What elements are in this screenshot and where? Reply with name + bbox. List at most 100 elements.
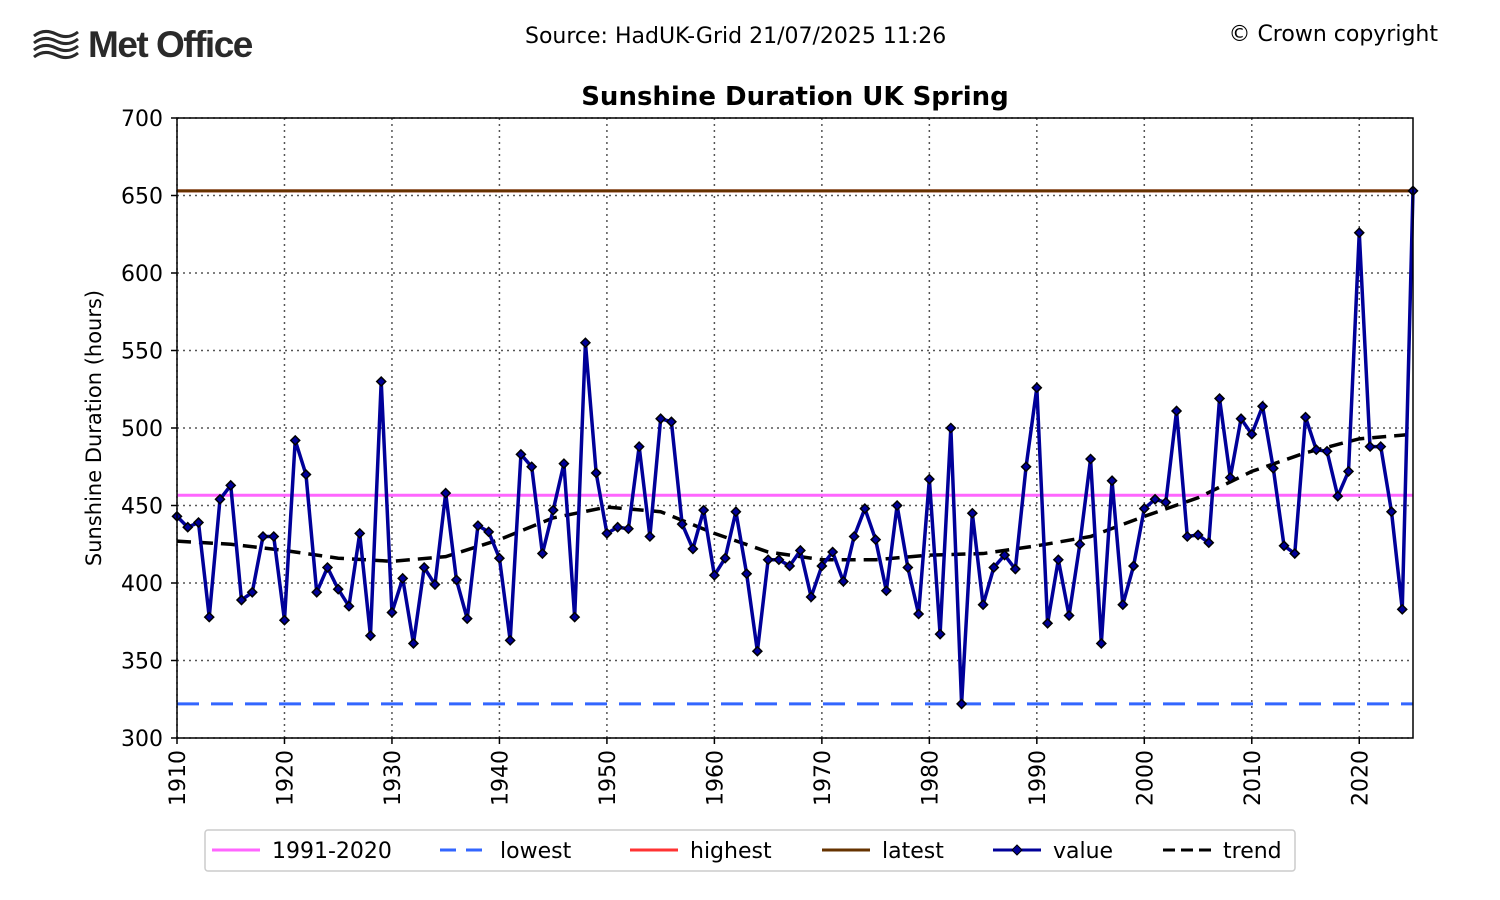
data-point-1967 [784, 560, 796, 572]
data-point-1962 [730, 506, 742, 518]
data-point-1939 [483, 526, 495, 538]
met-office-logo: Met Office [32, 24, 253, 66]
data-point-1970 [816, 560, 828, 572]
data-point-2020 [1353, 227, 1365, 239]
data-point-1924 [321, 561, 334, 574]
y-tick-label: 600 [121, 262, 163, 287]
data-point-1922 [300, 468, 312, 481]
data-point-1916 [235, 594, 248, 606]
data-point-1915 [225, 479, 237, 491]
data-point-1940 [493, 552, 505, 564]
data-point-2014 [1289, 547, 1301, 560]
copyright-text: © Crown copyright [1228, 22, 1438, 47]
y-tick-label: 450 [121, 495, 163, 520]
data-point-2013 [1278, 540, 1290, 552]
legend-label-value: value [1053, 839, 1113, 864]
data-point-2022 [1375, 441, 1387, 453]
data-point-1969 [805, 591, 817, 603]
data-point-1997 [1106, 475, 1118, 487]
chart-title: Sunshine Duration UK Spring [581, 82, 1009, 112]
data-point-2005 [1192, 529, 1204, 541]
data-point-1998 [1117, 599, 1129, 611]
data-point-1973 [848, 530, 860, 543]
data-point-1976 [880, 585, 892, 597]
data-point-2012 [1267, 462, 1279, 474]
data-point-1944 [536, 547, 548, 560]
data-point-1960 [708, 569, 720, 581]
data-point-1928 [364, 630, 377, 642]
data-point-1941 [504, 634, 516, 646]
data-point-1931 [397, 572, 409, 584]
data-point-1911 [182, 521, 194, 533]
y-tick-label: 700 [121, 107, 163, 132]
data-point-1963 [741, 568, 753, 580]
data-point-2003 [1170, 405, 1183, 417]
data-point-1966 [773, 554, 785, 566]
y-tick-label: 650 [121, 185, 163, 210]
data-point-1921 [289, 434, 301, 446]
data-point-2008 [1224, 472, 1236, 484]
legend-label-highest: highest [690, 839, 772, 864]
data-point-1951 [612, 521, 624, 533]
x-tick-label: 2020 [1348, 750, 1373, 806]
x-tick-label: 1920 [273, 750, 298, 806]
legend-box [204, 829, 1296, 872]
data-point-1914 [214, 493, 226, 505]
data-point-1988 [1009, 563, 1021, 575]
data-point-1919 [268, 530, 280, 543]
data-point-1948 [579, 337, 591, 349]
data-point-1987 [999, 549, 1011, 561]
data-point-1979 [913, 608, 925, 620]
trend-line [176, 432, 1414, 564]
data-point-2001 [1149, 493, 1161, 505]
waves-icon [33, 29, 79, 60]
data-point-1965 [762, 554, 774, 566]
x-tick-label: 2010 [1241, 750, 1266, 806]
data-point-1949 [590, 467, 602, 479]
data-point-2023 [1385, 506, 1398, 518]
data-point-1989 [1020, 461, 1032, 473]
x-tick-label: 1910 [166, 750, 191, 806]
data-point-1958 [687, 543, 699, 555]
data-point-1942 [515, 448, 527, 460]
data-point-1935 [440, 487, 452, 499]
data-point-2018 [1332, 490, 1344, 502]
x-tick-label: 1950 [596, 750, 621, 806]
data-point-2010 [1246, 428, 1258, 440]
data-point-1978 [902, 561, 914, 574]
data-point-2006 [1203, 537, 1215, 549]
data-point-1952 [622, 523, 634, 535]
data-point-1996 [1095, 637, 1107, 650]
data-point-1932 [407, 637, 420, 650]
x-tick-label: 1980 [918, 750, 943, 806]
data-point-2019 [1342, 465, 1355, 477]
data-point-1947 [569, 611, 581, 623]
data-point-1945 [547, 504, 559, 516]
data-point-1984 [966, 507, 978, 519]
data-point-1968 [794, 544, 806, 557]
data-point-1927 [354, 527, 366, 539]
data-point-1990 [1031, 382, 1043, 394]
data-point-1964 [751, 645, 763, 657]
data-point-1983 [956, 698, 968, 710]
data-point-1974 [859, 503, 871, 515]
x-tick-label: 1970 [811, 750, 836, 806]
data-point-1957 [676, 518, 688, 530]
data-point-1956 [665, 416, 677, 428]
source-text: Source: HadUK-Grid 21/07/2025 11:26 [525, 24, 947, 49]
data-point-2009 [1235, 413, 1247, 425]
x-tick-label: 1960 [703, 750, 728, 806]
legend-label-trend: trend [1223, 839, 1282, 864]
data-point-2024 [1396, 603, 1408, 615]
data-point-1946 [558, 458, 570, 470]
data-point-1912 [192, 516, 205, 529]
data-point-2007 [1213, 392, 1226, 405]
data-point-1923 [311, 586, 323, 598]
data-point-1917 [246, 586, 258, 598]
data-point-1995 [1085, 453, 1097, 465]
data-point-1992 [1052, 554, 1064, 566]
plot-frame [176, 117, 1414, 739]
data-point-2015 [1299, 411, 1312, 423]
data-point-2000 [1138, 503, 1150, 515]
